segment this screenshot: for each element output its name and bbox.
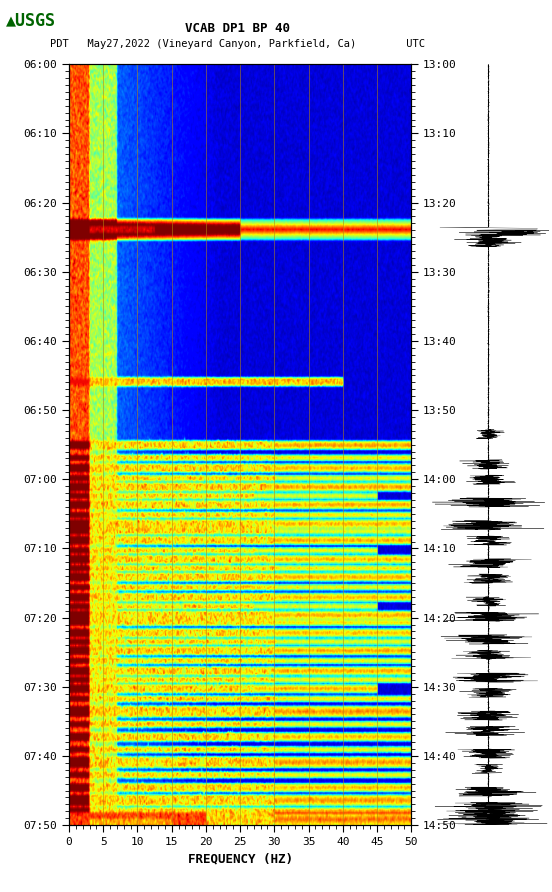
Text: VCAB DP1 BP 40: VCAB DP1 BP 40 [185, 22, 290, 35]
X-axis label: FREQUENCY (HZ): FREQUENCY (HZ) [188, 853, 293, 865]
Text: PDT   May27,2022 (Vineyard Canyon, Parkfield, Ca)        UTC: PDT May27,2022 (Vineyard Canyon, Parkfie… [50, 38, 425, 49]
Text: ▲USGS: ▲USGS [7, 12, 56, 29]
